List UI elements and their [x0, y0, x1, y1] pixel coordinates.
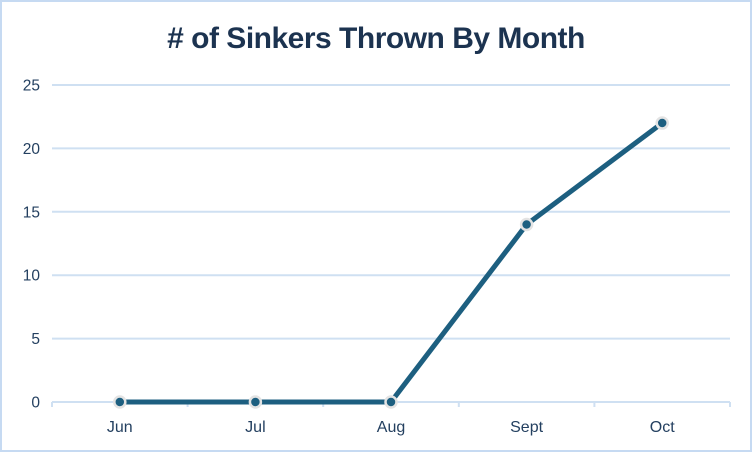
y-tick-label: 20	[23, 141, 41, 158]
y-tick-label: 5	[31, 331, 40, 348]
y-tick-label: 15	[23, 204, 40, 221]
y-tick-label: 25	[23, 78, 40, 95]
x-tick-label: Jun	[107, 419, 133, 436]
x-tick-label: Aug	[377, 419, 405, 436]
data-point	[248, 395, 263, 409]
data-line	[117, 120, 665, 405]
data-point	[519, 217, 534, 232]
data-point	[384, 395, 398, 409]
y-tick-label: 0	[31, 395, 40, 412]
x-tick-label: Oct	[650, 419, 675, 436]
y-tick-label: 10	[23, 268, 41, 285]
x-tick-label: Sept	[510, 419, 543, 436]
chart-title: # of Sinkers Thrown By Month	[167, 22, 585, 55]
data-point	[655, 116, 669, 130]
x-tick-label: Jul	[245, 419, 265, 436]
data-point	[113, 395, 127, 409]
